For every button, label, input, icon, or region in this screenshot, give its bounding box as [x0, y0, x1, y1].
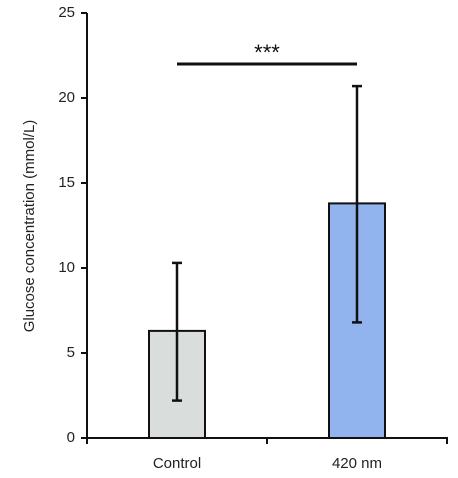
- y-tick-label: 5: [67, 344, 75, 361]
- x-category-label: Control: [153, 455, 201, 472]
- error-bars: [172, 84, 362, 402]
- y-tick-label: 10: [58, 259, 75, 276]
- bars: [148, 202, 386, 439]
- y-tick-label: 15: [58, 174, 75, 191]
- x-category-label: 420 nm: [332, 455, 382, 472]
- y-tick-label: 0: [67, 429, 75, 446]
- y-axis-ticks: 0 5 10 15 20 25: [58, 4, 87, 446]
- x-axis-categories: Control 420 nm: [86, 438, 448, 472]
- y-tick-label: 25: [58, 4, 75, 21]
- y-axis-label: Glucose concentration (mmol/L): [21, 120, 38, 333]
- significance-label: ***: [254, 40, 280, 65]
- significance-annotation: ***: [177, 40, 357, 66]
- y-tick-label: 20: [58, 89, 75, 106]
